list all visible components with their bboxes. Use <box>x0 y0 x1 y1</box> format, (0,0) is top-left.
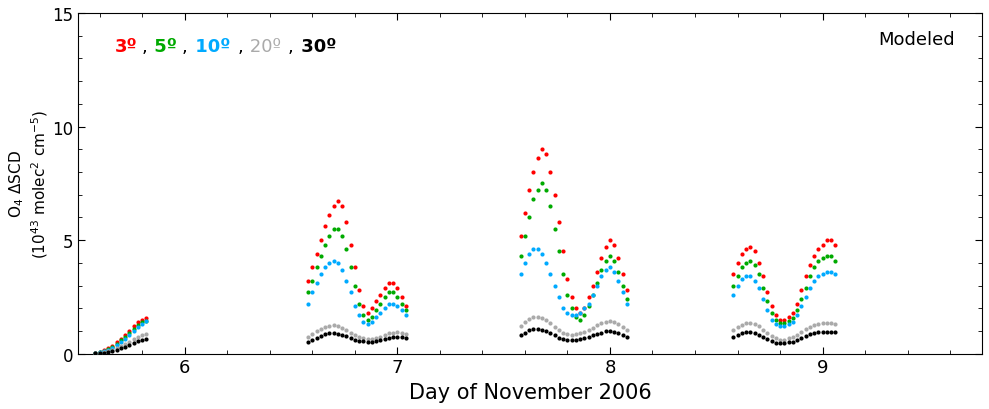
Text: 5º: 5º <box>148 38 177 56</box>
X-axis label: Day of November 2006: Day of November 2006 <box>408 382 652 402</box>
Text: Modeled: Modeled <box>878 31 955 49</box>
Text: 20º: 20º <box>244 38 281 56</box>
Text: ,: , <box>237 38 243 56</box>
Text: 3º: 3º <box>115 38 137 56</box>
Y-axis label: $\mathregular{O_4\ \Delta SCD}$
$\mathregular{(10^{43}\ molec^2\ cm^{-5})}$: $\mathregular{O_4\ \Delta SCD}$ $\mathre… <box>7 110 49 258</box>
Text: ,: , <box>141 38 147 56</box>
Text: ,: , <box>288 38 294 56</box>
Text: 30º: 30º <box>295 38 336 56</box>
Text: 10º: 10º <box>189 38 230 56</box>
Text: ,: , <box>182 38 188 56</box>
